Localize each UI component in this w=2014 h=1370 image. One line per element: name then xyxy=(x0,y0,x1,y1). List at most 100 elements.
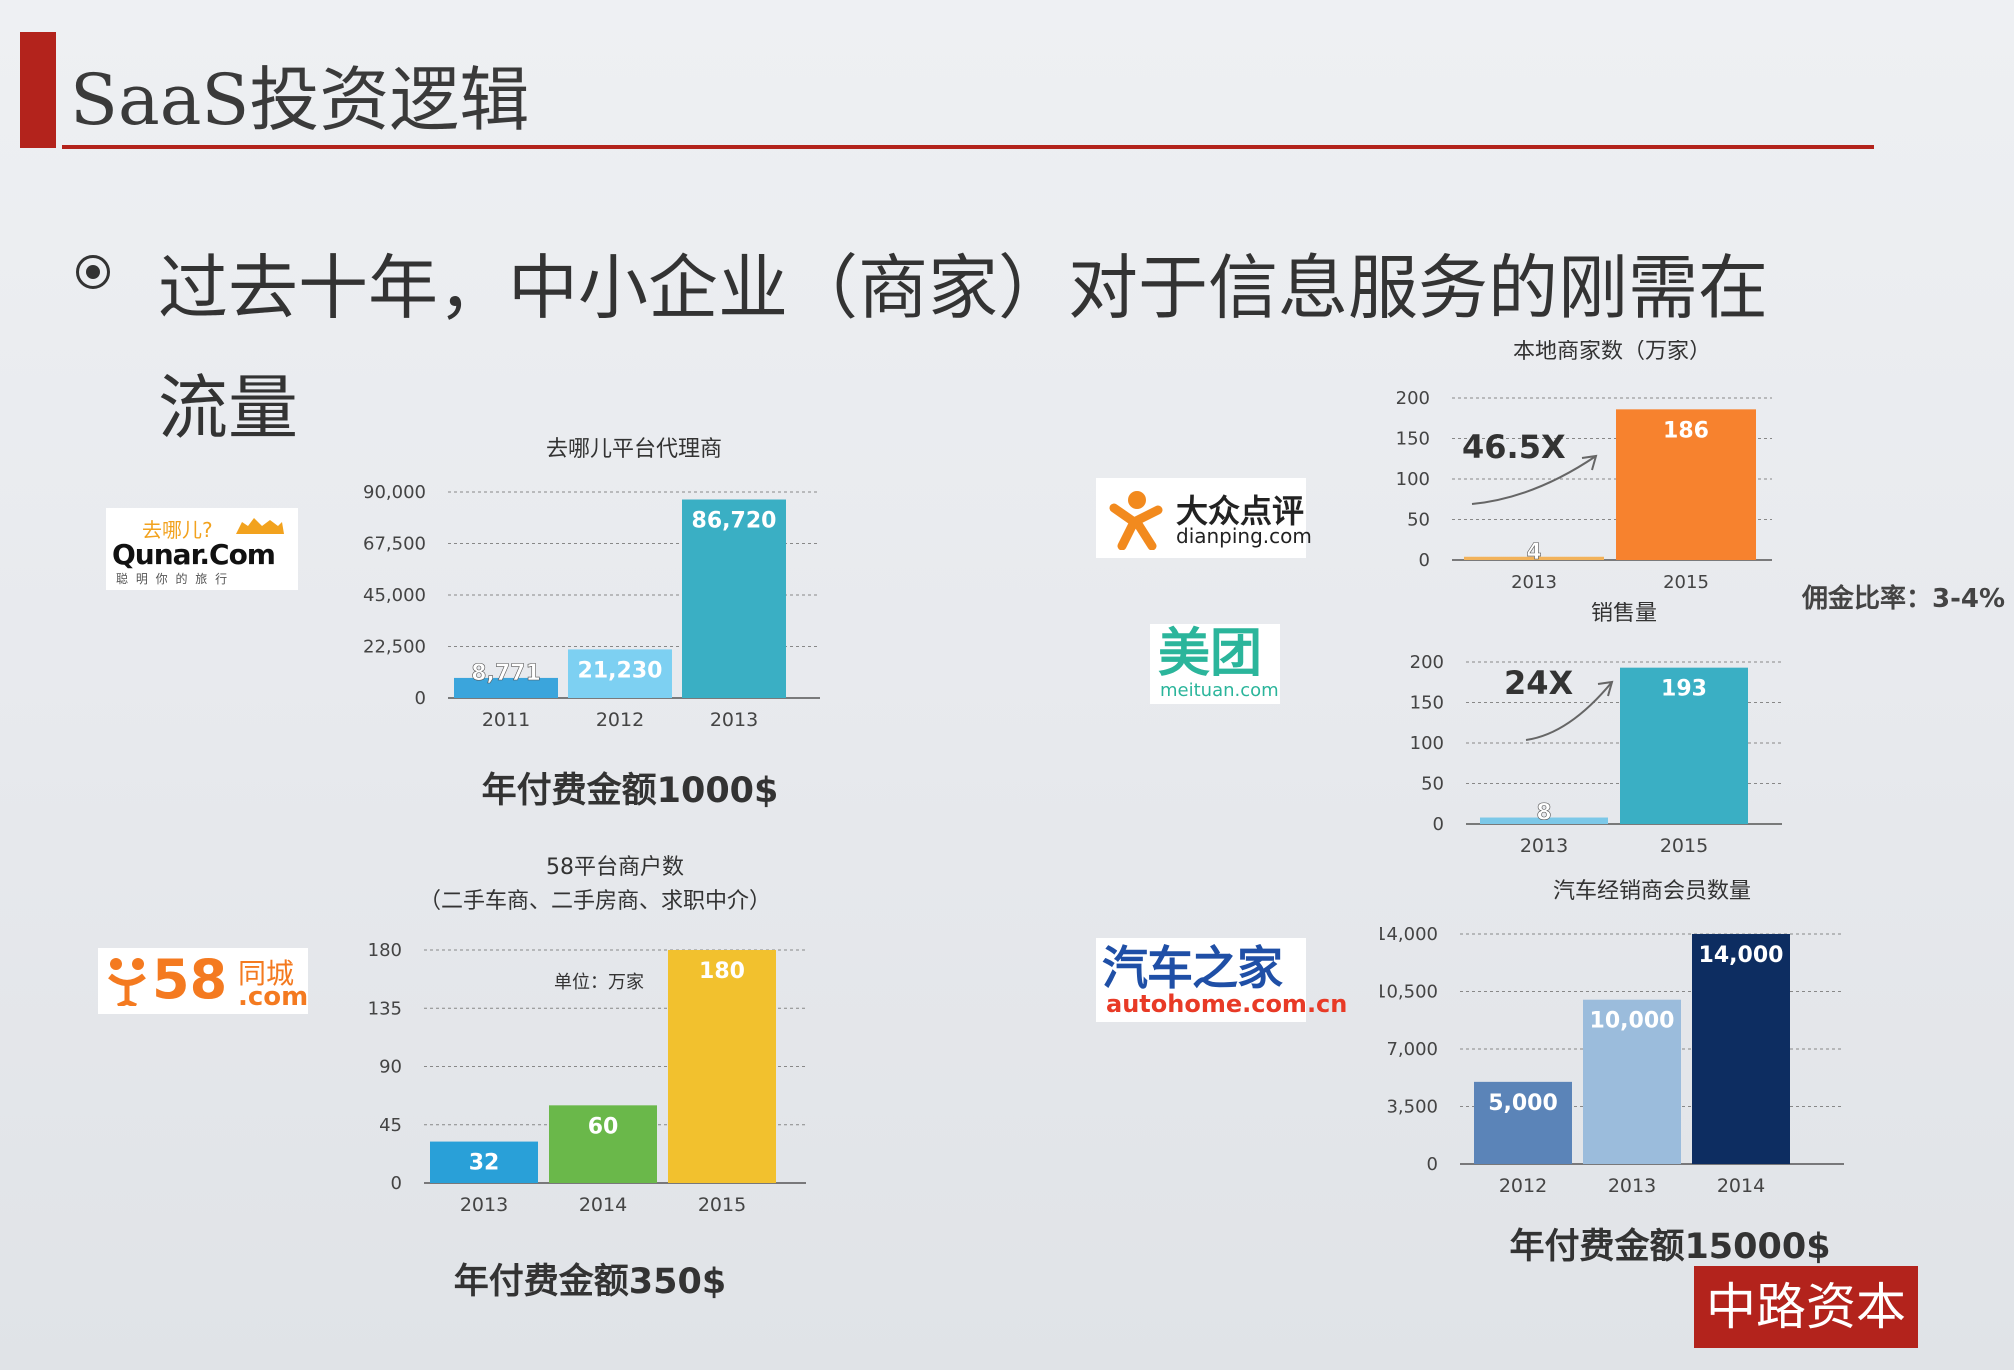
chart-title: 58平台商户数 xyxy=(546,855,684,880)
bar xyxy=(1583,999,1681,1164)
y-tick-label: 90,000 xyxy=(363,482,426,503)
autohome-logo-cn: 汽车之家 xyxy=(1102,941,1283,995)
x-tick-label: 2014 xyxy=(579,1194,627,1216)
slide-title: SaaS投资逻辑 xyxy=(70,59,530,141)
title-underline xyxy=(62,145,1874,149)
x-tick-label: 2012 xyxy=(596,709,644,731)
tongcheng58-logo: 58 同城 .com xyxy=(98,948,308,1014)
meituan-logo-cn: 美团 xyxy=(1158,624,1263,684)
growth-arrow xyxy=(1525,681,1613,741)
smiley-person-icon xyxy=(108,958,146,1006)
chart-title: 本地商家数（万家） xyxy=(1513,340,1711,364)
y-tick-label: 10,500 xyxy=(1380,982,1438,1003)
y-tick-label: 7,000 xyxy=(1386,1039,1438,1060)
y-tick-label: 90 xyxy=(379,1057,402,1078)
y-tick-label: 67,500 xyxy=(363,534,426,555)
title-accent-bar xyxy=(20,32,56,148)
dianping-person-icon xyxy=(1109,491,1163,550)
camel-icon xyxy=(236,518,284,534)
growth-arrow xyxy=(1471,455,1597,505)
y-tick-label: 3,500 xyxy=(1386,1097,1438,1118)
bar xyxy=(454,677,558,698)
x-tick-label: 2013 xyxy=(1511,572,1557,593)
tongcheng58-logo-main: 58 xyxy=(152,948,228,1011)
bar xyxy=(549,1105,657,1183)
qunar-logo-main: Qunar.Com xyxy=(112,538,276,571)
qunar-logo-sub: 聪 明 你 的 旅 行 xyxy=(116,572,230,586)
dianping-merchants-chart: 本地商家数（万家） 0 50 100 150 200 4 2013 186 2015 46.5X xyxy=(1396,340,1772,593)
tongcheng58-logo-cn: 同城 xyxy=(238,957,295,990)
qunar-fee-caption: 年付费金额1000$ xyxy=(481,771,779,811)
x-tick-label: 2015 xyxy=(698,1194,746,1216)
y-tick-label: 50 xyxy=(1421,774,1444,795)
x-tick-label: 2013 xyxy=(1608,1175,1656,1197)
bar xyxy=(1692,934,1790,1164)
chart-title: 汽车经销商会员数量 xyxy=(1553,879,1751,904)
brand-badge: 中路资本 xyxy=(1694,1266,1918,1348)
y-tick-label: 135 xyxy=(368,998,402,1019)
y-tick-label: 22,500 xyxy=(363,637,426,658)
x-tick-label: 2015 xyxy=(1663,572,1709,593)
bar xyxy=(1474,1081,1572,1164)
chart-subtitle: （二手车商、二手房商、求职中介） xyxy=(419,889,771,914)
growth-arrow-head xyxy=(1581,454,1598,471)
bar xyxy=(1480,817,1608,824)
bar-value-label: 8 xyxy=(1536,801,1551,826)
y-tick-label: 45,000 xyxy=(363,585,426,606)
x-tick-label: 2014 xyxy=(1717,1175,1765,1197)
y-tick-label: 0 xyxy=(415,688,426,709)
x-tick-label: 2015 xyxy=(1660,835,1708,857)
tongcheng58-merchants-chart: 58平台商户数 （二手车商、二手房商、求职中介） 0 45 90 135 180 32 2013… xyxy=(368,855,806,1216)
bar-value-label: 4 xyxy=(1526,540,1541,565)
autohome-fee-caption: 年付费金额15000$ xyxy=(1509,1227,1831,1267)
dianping-logo-en: dianping.com xyxy=(1176,524,1312,548)
dianping-logo-cn: 大众点评 xyxy=(1176,492,1305,530)
x-tick-label: 2013 xyxy=(1520,835,1568,857)
autohome-logo-en: autohome.com.cn xyxy=(1106,990,1348,1018)
y-tick-label: 200 xyxy=(1410,652,1444,673)
autohome-members-chart: 汽车经销商会员数量 0 3,500 7,000 10,500 14,000 5,000 201… xyxy=(1380,879,1844,1197)
y-tick-label: 150 xyxy=(1410,693,1444,714)
y-tick-label: 180 xyxy=(368,940,402,961)
qunar-logo: 去哪儿? Qunar.Com 聪 明 你 的 旅 行 xyxy=(106,508,298,590)
bar-value-label: 8,771 xyxy=(471,661,541,686)
y-tick-label: 0 xyxy=(391,1173,402,1194)
y-tick-label: 45 xyxy=(379,1115,402,1136)
dianping-logo: 大众点评 dianping.com xyxy=(1096,478,1312,558)
y-tick-label: 50 xyxy=(1407,510,1430,531)
headline-line-1: 过去十年，中小企业（商家）对于信息服务的刚需在 xyxy=(158,247,1768,329)
y-tick-label: 100 xyxy=(1396,469,1430,490)
meituan-logo-en: meituan.com xyxy=(1160,680,1279,701)
bar-value-label: 86,720 xyxy=(692,509,777,534)
bar xyxy=(430,1141,538,1183)
y-tick-label: 100 xyxy=(1410,733,1444,754)
bar-value-label: 186 xyxy=(1663,418,1709,443)
commission-rate-note: 佣金比率：3-4% xyxy=(1802,584,2006,614)
bar-value-label: 180 xyxy=(699,959,745,984)
y-tick-label: 14,000 xyxy=(1380,924,1438,945)
y-tick-label: 0 xyxy=(1433,814,1444,835)
tongcheng58-logo-dotcom: .com xyxy=(238,982,309,1012)
qunar-agents-chart: 去哪儿平台代理商 0 22,500 45,000 67,500 90,000 8,771 20… xyxy=(363,437,820,731)
autohome-logo: 汽车之家 autohome.com.cn xyxy=(1096,938,1347,1022)
bar-value-label: 21,230 xyxy=(578,658,663,683)
x-tick-label: 2013 xyxy=(710,709,758,731)
bar xyxy=(1620,667,1748,824)
growth-arrow-head xyxy=(1597,680,1614,697)
y-tick-label: 0 xyxy=(1419,550,1430,571)
growth-multiplier-label: 24X xyxy=(1504,664,1574,702)
chart-title: 销售量 xyxy=(1591,602,1657,626)
chart-title: 去哪儿平台代理商 xyxy=(546,437,722,462)
y-tick-label: 150 xyxy=(1396,429,1430,450)
qunar-logo-top: 去哪儿? xyxy=(142,518,213,542)
bar xyxy=(1464,556,1604,560)
bar-value-label: 32 xyxy=(469,1151,500,1176)
bar-value-label: 193 xyxy=(1661,677,1707,702)
bar-value-label: 60 xyxy=(588,1114,619,1139)
bar-value-label: 14,000 xyxy=(1699,943,1784,968)
x-tick-label: 2012 xyxy=(1499,1175,1547,1197)
bar xyxy=(668,950,776,1183)
bar-value-label: 5,000 xyxy=(1488,1091,1558,1116)
y-tick-label: 0 xyxy=(1427,1154,1438,1175)
bar xyxy=(1616,409,1756,560)
